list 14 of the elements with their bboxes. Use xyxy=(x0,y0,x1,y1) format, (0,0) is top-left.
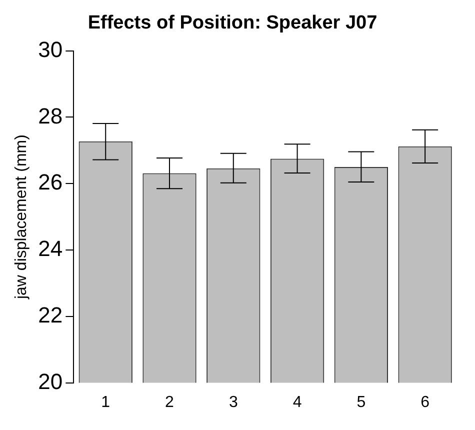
y-tick-label: 24 xyxy=(38,236,63,262)
x-tick-label: 6 xyxy=(420,394,430,411)
chart-title: Effects of Position: Speaker J07 xyxy=(88,12,378,34)
x-tick-label: 1 xyxy=(101,394,110,411)
x-tick-label: 4 xyxy=(292,394,302,411)
y-tick-label: 26 xyxy=(38,170,63,195)
y-tick-label: 20 xyxy=(38,368,63,394)
y-tick-label: 22 xyxy=(38,302,63,328)
y-tick-label: 28 xyxy=(38,103,63,128)
x-tick-label: 5 xyxy=(356,394,366,411)
x-tick-label: 2 xyxy=(165,394,174,411)
y-tick-label: 30 xyxy=(38,36,63,62)
y-axis-title: jaw displacement (mm) xyxy=(13,134,30,300)
x-tick-label: 3 xyxy=(228,394,238,411)
